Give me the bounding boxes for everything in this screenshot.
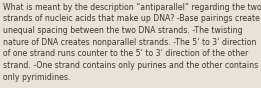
- Text: nature of DNA creates nonparallel strands. -The 5’ to 3’ direction: nature of DNA creates nonparallel strand…: [3, 38, 257, 47]
- Text: of one strand runs counter to the 5’ to 3’ direction of the other: of one strand runs counter to the 5’ to …: [3, 49, 248, 58]
- Text: unequal spacing between the two DNA strands. -The twisting: unequal spacing between the two DNA stra…: [3, 26, 243, 35]
- Text: strand. -One strand contains only purines and the other contains: strand. -One strand contains only purine…: [3, 61, 258, 70]
- Text: strands of nucleic acids that make up DNA? -Base pairings create: strands of nucleic acids that make up DN…: [3, 14, 260, 23]
- Text: What is meant by the description “antiparallel” regarding the two: What is meant by the description “antipa…: [3, 3, 261, 12]
- Text: only pyrimidines.: only pyrimidines.: [3, 73, 71, 82]
